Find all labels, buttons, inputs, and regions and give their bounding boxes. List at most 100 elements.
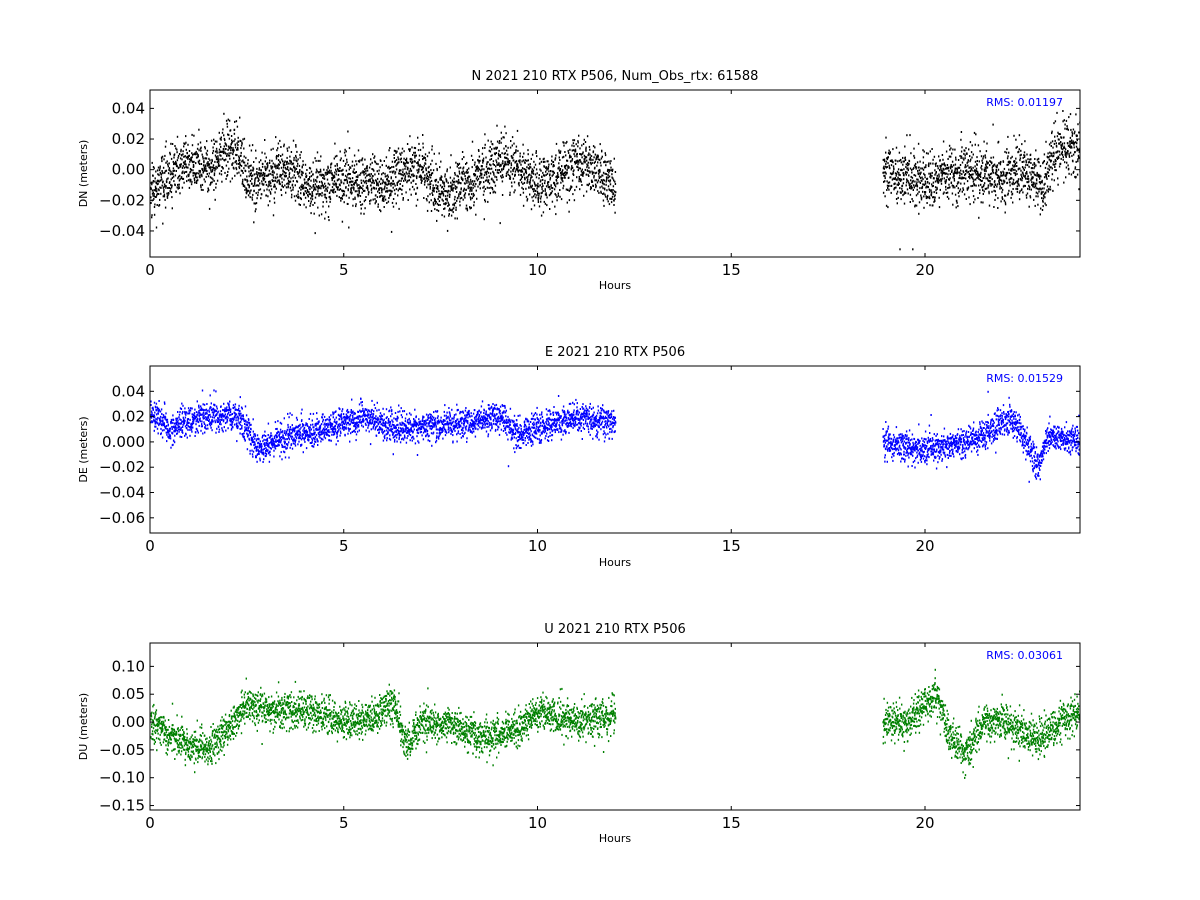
data-point <box>208 414 210 416</box>
data-point <box>370 199 372 202</box>
data-point <box>394 171 397 174</box>
data-point <box>1011 177 1013 180</box>
data-point <box>446 229 449 232</box>
data-point <box>181 420 183 423</box>
data-point <box>202 157 204 160</box>
data-point <box>282 186 284 189</box>
data-point <box>195 156 198 159</box>
data-point <box>1044 192 1046 195</box>
data-point <box>466 207 468 210</box>
data-point <box>183 420 185 423</box>
data-point <box>357 174 359 177</box>
data-point <box>562 141 564 144</box>
data-point <box>604 187 606 190</box>
data-point <box>355 203 357 206</box>
data-point <box>1077 158 1079 161</box>
data-point <box>299 204 301 206</box>
data-point <box>1045 204 1047 207</box>
data-point <box>558 149 560 152</box>
data-point <box>583 138 585 141</box>
data-point <box>557 192 559 195</box>
data-point <box>240 140 242 142</box>
data-point <box>422 134 424 136</box>
data-point <box>597 179 600 182</box>
data-point <box>929 190 931 193</box>
data-point <box>212 420 214 423</box>
data-point <box>420 178 422 181</box>
data-point <box>164 145 167 148</box>
data-point <box>215 147 218 150</box>
data-point <box>1013 165 1015 168</box>
data-point <box>924 191 926 193</box>
data-point <box>368 191 370 194</box>
data-point <box>179 157 182 160</box>
data-point <box>279 173 281 176</box>
data-point <box>309 185 311 188</box>
data-point <box>483 168 485 171</box>
data-point <box>608 160 610 163</box>
data-point <box>185 411 188 414</box>
data-point <box>200 163 203 165</box>
data-point <box>155 195 157 198</box>
data-point <box>517 166 519 169</box>
data-point <box>556 196 558 199</box>
data-point <box>363 173 365 176</box>
data-point <box>188 175 190 178</box>
data-point <box>1064 161 1066 164</box>
data-point <box>436 209 438 211</box>
data-point <box>519 193 522 196</box>
data-point <box>573 153 575 156</box>
data-point <box>204 147 206 150</box>
data-point <box>572 193 574 196</box>
data-point <box>215 165 217 168</box>
data-point <box>907 180 909 183</box>
data-point <box>334 171 336 174</box>
data-point <box>174 163 177 166</box>
data-point <box>389 147 391 149</box>
data-point <box>1033 167 1035 170</box>
data-point <box>599 158 601 161</box>
data-point <box>310 212 312 215</box>
data-point <box>153 193 155 195</box>
data-point <box>351 184 353 187</box>
data-point <box>200 409 202 412</box>
data-point <box>358 160 361 163</box>
data-point <box>1071 134 1073 137</box>
data-point <box>195 162 197 165</box>
data-point <box>419 165 421 168</box>
data-point <box>198 163 201 165</box>
data-point <box>463 173 465 175</box>
data-point <box>426 209 429 212</box>
data-point <box>487 179 490 182</box>
data-point <box>218 419 220 421</box>
data-point <box>583 194 585 197</box>
data-point <box>410 181 412 184</box>
data-point <box>382 172 384 175</box>
data-point <box>982 193 984 195</box>
data-point <box>1038 188 1040 191</box>
data-point <box>503 165 506 168</box>
data-point <box>456 174 458 177</box>
data-point <box>1023 169 1025 171</box>
data-point <box>1015 138 1017 141</box>
data-point <box>267 195 269 198</box>
data-point <box>564 151 566 153</box>
data-point <box>568 166 570 169</box>
data-point <box>1068 155 1071 158</box>
data-point <box>156 194 158 197</box>
data-point <box>151 214 153 217</box>
data-point <box>367 173 369 176</box>
data-point <box>308 193 311 196</box>
data-point <box>227 160 229 163</box>
data-point <box>533 166 535 169</box>
data-point <box>537 185 539 188</box>
data-point <box>521 169 523 172</box>
data-point <box>409 135 411 138</box>
data-point <box>323 174 325 177</box>
data-point <box>348 147 351 150</box>
data-point <box>885 160 888 163</box>
data-point <box>892 170 895 173</box>
data-point <box>377 205 379 208</box>
data-point <box>983 184 985 187</box>
data-point <box>239 161 241 164</box>
